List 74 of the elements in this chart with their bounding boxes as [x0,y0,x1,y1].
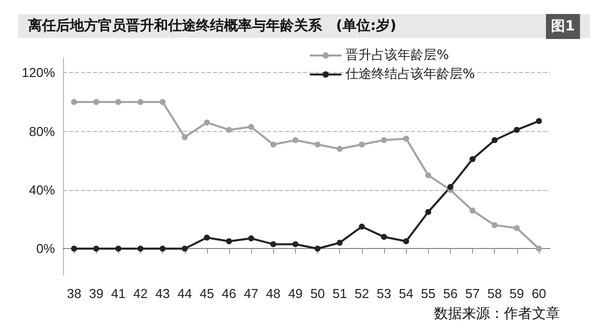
point [270,142,276,148]
x-tick-label: 43 [155,286,170,301]
x-tick-label: 56 [443,286,458,301]
point [492,222,498,228]
point [204,120,210,126]
x-tick-label: 54 [398,286,414,301]
point [358,142,365,148]
point [470,156,476,162]
point [425,172,432,178]
caption: 图1 [551,18,575,34]
point [492,137,498,144]
point [137,98,144,105]
point [160,246,166,252]
y-tick-label: 120% [22,65,56,80]
point [226,126,232,133]
point [403,238,410,244]
point [270,241,276,248]
point [536,118,542,124]
point [336,240,343,246]
point [314,246,321,252]
point [292,241,298,248]
y-tick-label: 0% [36,241,56,256]
x-tick-label: 45 [200,286,214,301]
legend-label: 晋升占该年龄层% [346,47,450,63]
point [380,137,387,144]
point [182,134,188,140]
x-tick-label: 41 [111,286,126,301]
point [93,246,100,252]
point [380,234,387,240]
point [71,246,78,252]
point [447,184,454,190]
x-tick-label: 47 [244,286,258,301]
legend-label: 仕途终结占该年龄层% [344,66,476,82]
x-tick-label: 46 [222,286,236,301]
source-note: 数据来源：作者文章 [434,306,560,322]
point [93,98,100,105]
point [403,136,410,142]
x-tick-label: 58 [487,286,502,301]
point [226,238,232,244]
point [514,225,520,232]
point [71,98,78,105]
x-tick-label: 44 [178,286,192,301]
x-tick-label: 42 [133,286,148,301]
point [115,246,122,252]
point [292,137,298,144]
point [115,98,122,105]
point [248,235,254,242]
x-tick-label: 53 [376,286,392,301]
x-tick-label: 52 [354,286,370,301]
y-tick-label: 80% [28,124,56,139]
point [160,98,166,105]
x-tick-label: 49 [288,286,303,301]
point [248,124,254,130]
point [182,246,188,252]
y-tick-label: 40% [28,182,56,198]
point [470,207,476,214]
x-tick-label: 39 [88,286,104,301]
point [514,126,520,133]
x-tick-label: 59 [510,286,524,301]
point [336,146,343,152]
point [314,142,321,148]
x-tick-label: 51 [332,286,347,301]
point [204,234,210,241]
point [358,224,365,230]
x-tick-label: 55 [421,286,436,301]
point [425,208,432,215]
x-tick-label: 48 [266,286,281,301]
chart-title: 离任后地方官员晋升和仕途终结概率与年龄关系 (单位:岁) [27,17,396,34]
x-tick-label: 38 [66,286,82,301]
point [137,246,144,252]
x-tick-label: 50 [310,286,325,301]
x-tick-label: 60 [532,286,546,301]
x-tick-label: 57 [465,286,480,301]
point [536,246,542,252]
